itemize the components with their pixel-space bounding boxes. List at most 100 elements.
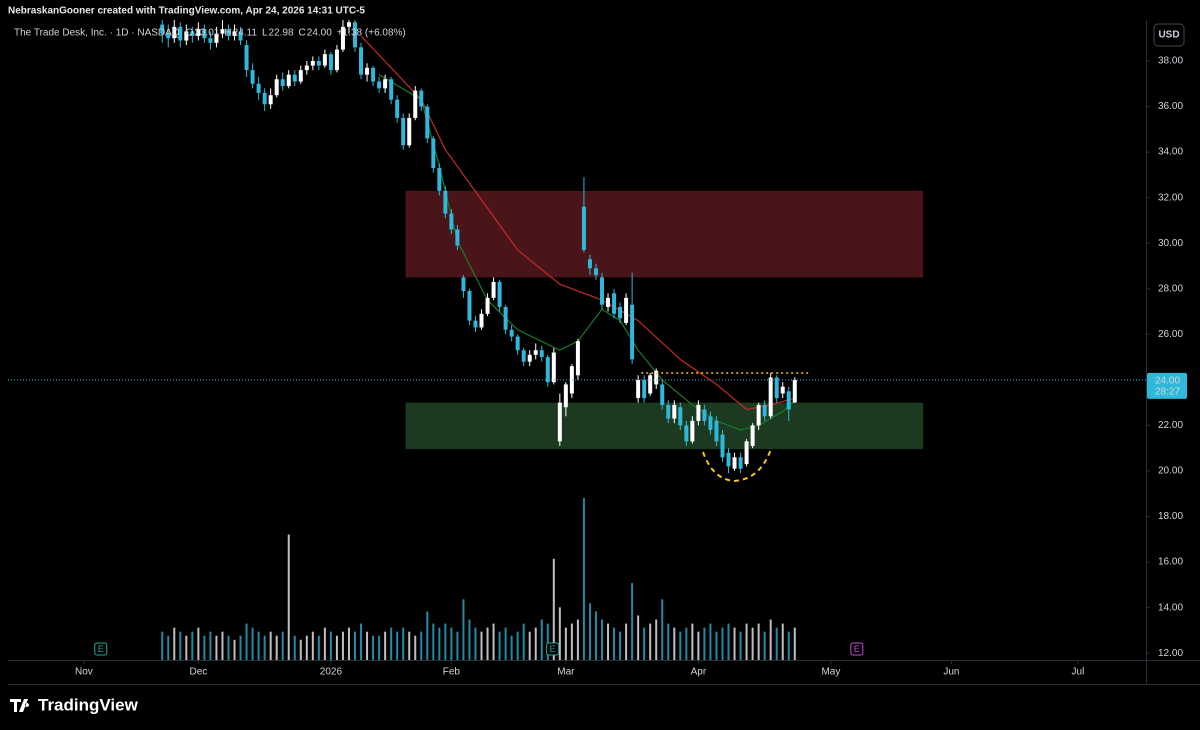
candle-body [509, 329, 514, 337]
volume-bar [269, 631, 272, 660]
candle-body [587, 259, 592, 269]
volume-bar [775, 627, 778, 660]
volume-bar [179, 631, 182, 660]
volume-bar [763, 631, 766, 660]
candle-body [208, 38, 213, 43]
volume-bar [215, 635, 218, 660]
currency[interactable]: USD [1158, 30, 1179, 41]
candle-body [413, 90, 418, 118]
volume-bar [161, 631, 164, 660]
candle-body [473, 320, 478, 328]
volume-bar [504, 627, 507, 660]
candle-body [304, 65, 309, 71]
y-tick-label: 18.00 [1158, 511, 1183, 522]
volume-bar [420, 631, 423, 660]
candle-body [780, 386, 785, 394]
volume-bar [450, 627, 453, 660]
candle-body [226, 29, 231, 36]
candle-body [732, 457, 737, 469]
volume-bar [679, 631, 682, 660]
volume-bar [510, 635, 513, 660]
x-tick-label: May [821, 667, 840, 678]
volume-bar [293, 635, 296, 660]
candle-body [533, 350, 538, 355]
candle-body [666, 404, 671, 419]
volume-bar [793, 627, 796, 660]
candle-body [310, 60, 315, 66]
volume-bar [576, 619, 579, 660]
volume-bar [528, 631, 531, 660]
volume-bar [474, 627, 477, 660]
volume-bar [414, 635, 417, 660]
event-marker [546, 642, 560, 656]
candle-body [618, 306, 623, 319]
candle-body [184, 31, 189, 41]
volume-bar [426, 611, 429, 660]
candle-body [750, 425, 755, 446]
legend-value: 23.01 [194, 28, 219, 39]
volume-bar [709, 623, 712, 660]
event-label: E [550, 644, 556, 654]
candle-body [238, 31, 243, 41]
x-tick-label: Jun [943, 667, 959, 678]
candle-body [744, 441, 749, 465]
candle-body [702, 409, 707, 421]
volume-bar [354, 631, 357, 660]
candle-body [606, 297, 611, 307]
volume-bar [227, 635, 230, 660]
y-tick-label: 26.00 [1158, 329, 1183, 340]
y-tick-label: 16.00 [1158, 557, 1183, 568]
candle-body [678, 407, 683, 426]
candle-body [298, 70, 303, 82]
candle-body [334, 49, 339, 71]
volume-bar [601, 619, 604, 660]
x-tick-label: Dec [189, 667, 207, 678]
candle-body [383, 79, 388, 89]
candle-body [690, 420, 695, 442]
moving-average [378, 74, 796, 431]
volume-bar [408, 631, 411, 660]
volume-bar [781, 623, 784, 660]
legend-key: H [224, 28, 231, 39]
volume-bar [173, 627, 176, 660]
candle-body [437, 168, 442, 191]
candle-body [786, 391, 791, 410]
volume-bar [649, 623, 652, 660]
candle-body [563, 384, 568, 408]
legend-value: 22.98 [269, 28, 294, 39]
candle-body [593, 268, 598, 276]
candle-body [449, 213, 454, 230]
candle-body [425, 106, 430, 139]
candle-body [250, 70, 255, 84]
volume-bar [552, 558, 555, 660]
legend-value: 24.00 [307, 28, 332, 39]
candle-body [256, 83, 261, 93]
candle-body [365, 67, 370, 75]
legend-key: O [186, 28, 194, 39]
volume-bar [335, 635, 338, 660]
volume-bar [432, 623, 435, 660]
volume-bar [263, 635, 266, 660]
countdown: 28:27 [1155, 386, 1180, 397]
candle-body [768, 377, 773, 417]
candle-body [521, 350, 526, 362]
volume-bar [317, 635, 320, 660]
volume-bar [715, 631, 718, 660]
volume-bar [787, 631, 790, 660]
currency-button[interactable] [1153, 23, 1185, 47]
candle-body [672, 404, 677, 419]
candle-body [214, 33, 219, 43]
volume-bar [607, 623, 610, 660]
candle-body [660, 384, 665, 405]
volume-bar [534, 627, 537, 660]
candle-body [202, 29, 207, 39]
volume-bar [613, 627, 616, 660]
candle-body [503, 306, 508, 330]
volume-bar [486, 627, 489, 660]
candle-body [600, 277, 605, 305]
event-marker [94, 642, 108, 656]
zone [405, 402, 924, 450]
candle-body [172, 26, 177, 39]
volume-bar [492, 623, 495, 660]
